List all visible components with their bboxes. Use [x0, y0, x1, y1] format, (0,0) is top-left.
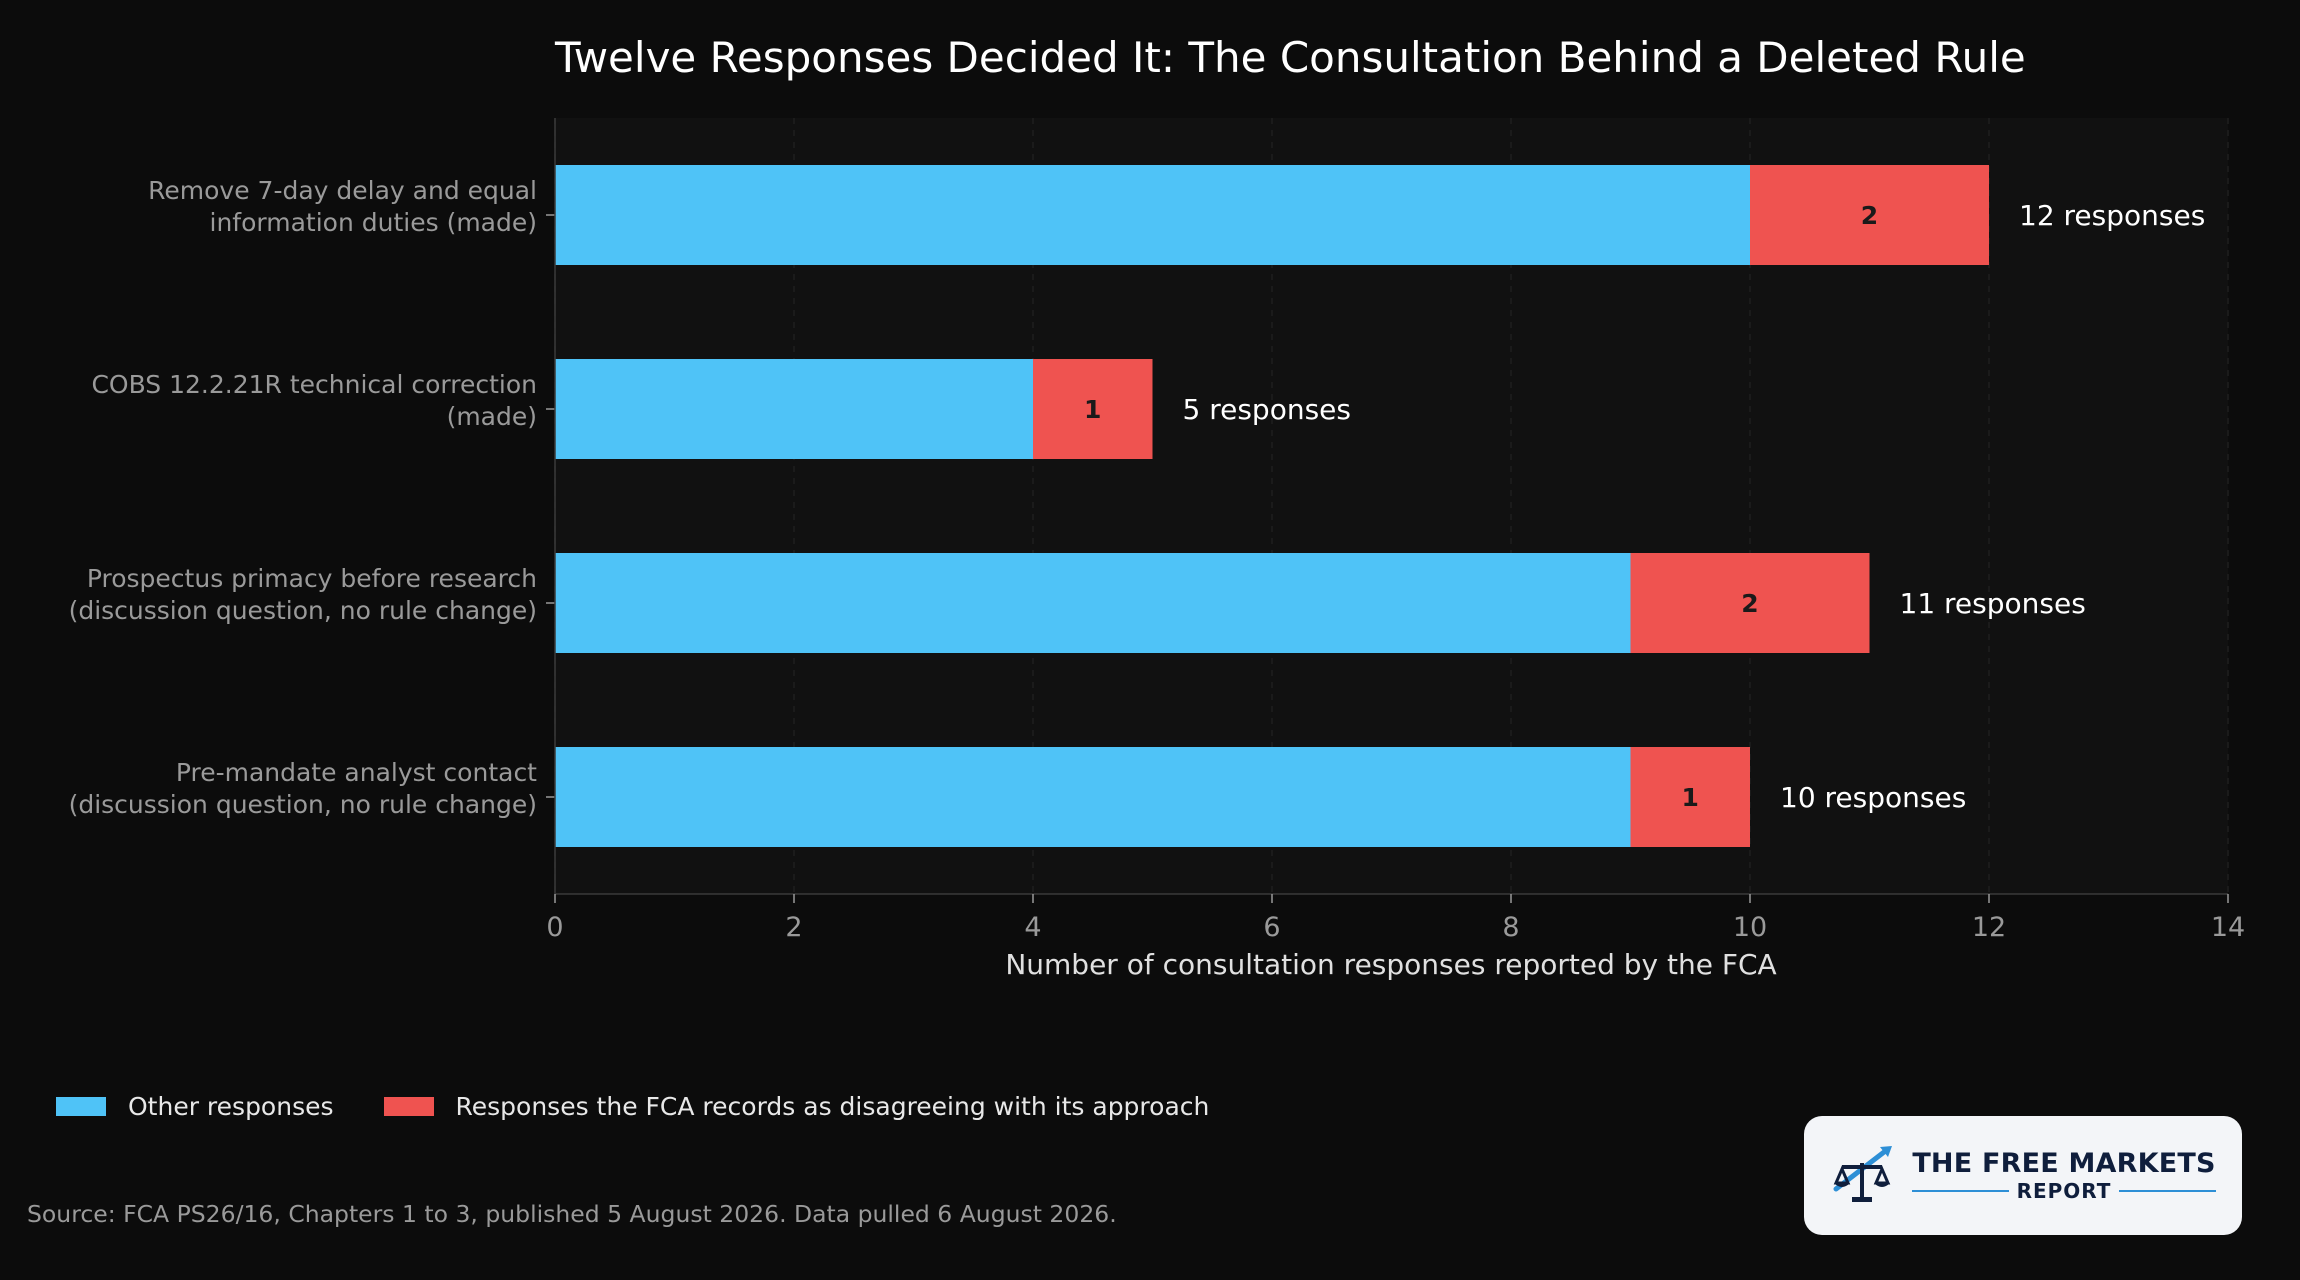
- x-tick-label: 0: [546, 912, 563, 943]
- logo-line2: REPORT: [2016, 1179, 2112, 1203]
- bar-other: [555, 747, 1631, 847]
- x-tick-label: 6: [1263, 912, 1280, 943]
- bars: 2 12 responses 1 5 responses 2 11 responses 1 1…: [555, 165, 2205, 847]
- legend: Other responses Responses the FCA record…: [56, 1092, 1259, 1121]
- category-label: Prospectus primacy before research: [87, 564, 537, 593]
- logo-line1: THE FREE MARKETS: [1912, 1148, 2216, 1179]
- axes: Remove 7-day delay and equal information …: [69, 118, 2245, 943]
- legend-swatch-other: [56, 1097, 106, 1116]
- total-label: 5 responses: [1183, 393, 1351, 426]
- bar-disagree: [1033, 359, 1153, 459]
- category-label: Remove 7-day delay and equal: [148, 176, 537, 205]
- chart-title: Twelve Responses Decided It: The Consult…: [554, 33, 2026, 82]
- bar-disagree: [1750, 165, 1989, 265]
- x-tick-label: 14: [2211, 912, 2245, 943]
- legend-label-other: Other responses: [128, 1092, 334, 1121]
- segment-label: 2: [1861, 201, 1878, 230]
- x-tick-label: 12: [1972, 912, 2006, 943]
- brand-logo: THE FREE MARKETS REPORT: [1804, 1116, 2242, 1235]
- legend-item-disagree: Responses the FCA records as disagreeing…: [383, 1092, 1210, 1121]
- category-label: (discussion question, no rule change): [69, 790, 537, 819]
- x-tick-label: 10: [1733, 912, 1767, 943]
- segment-label: 1: [1084, 395, 1101, 424]
- legend-label-disagree: Responses the FCA records as disagreeing…: [455, 1092, 1210, 1121]
- bar-disagree: [1630, 747, 1750, 847]
- x-tick-label: 8: [1502, 912, 1519, 943]
- x-axis-label: Number of consultation responses reporte…: [1005, 948, 1776, 981]
- segment-label: 1: [1682, 783, 1699, 812]
- category-label: (discussion question, no rule change): [69, 596, 537, 625]
- bar-other: [555, 359, 1033, 459]
- segment-label: 2: [1741, 589, 1758, 618]
- logo-wordmark: THE FREE MARKETS REPORT: [1912, 1148, 2216, 1203]
- bar-disagree: [1630, 553, 1870, 653]
- scales-with-rising-arrow-icon: [1830, 1141, 1902, 1211]
- legend-swatch-disagree: [383, 1097, 434, 1116]
- total-label: 11 responses: [1900, 587, 2086, 620]
- category-label: information duties (made): [210, 208, 537, 237]
- source-note: Source: FCA PS26/16, Chapters 1 to 3, pu…: [27, 1200, 1117, 1228]
- category-label: COBS 12.2.21R technical correction: [91, 370, 537, 399]
- legend-item-other: Other responses: [56, 1092, 334, 1121]
- total-label: 10 responses: [1780, 781, 1966, 814]
- bar-other: [555, 553, 1631, 653]
- bar-other: [555, 165, 1750, 265]
- category-label: Pre-mandate analyst contact: [176, 758, 537, 787]
- category-label: (made): [447, 402, 537, 431]
- total-label: 12 responses: [2019, 199, 2205, 232]
- x-tick-label: 2: [785, 912, 802, 943]
- x-tick-label: 4: [1024, 912, 1041, 943]
